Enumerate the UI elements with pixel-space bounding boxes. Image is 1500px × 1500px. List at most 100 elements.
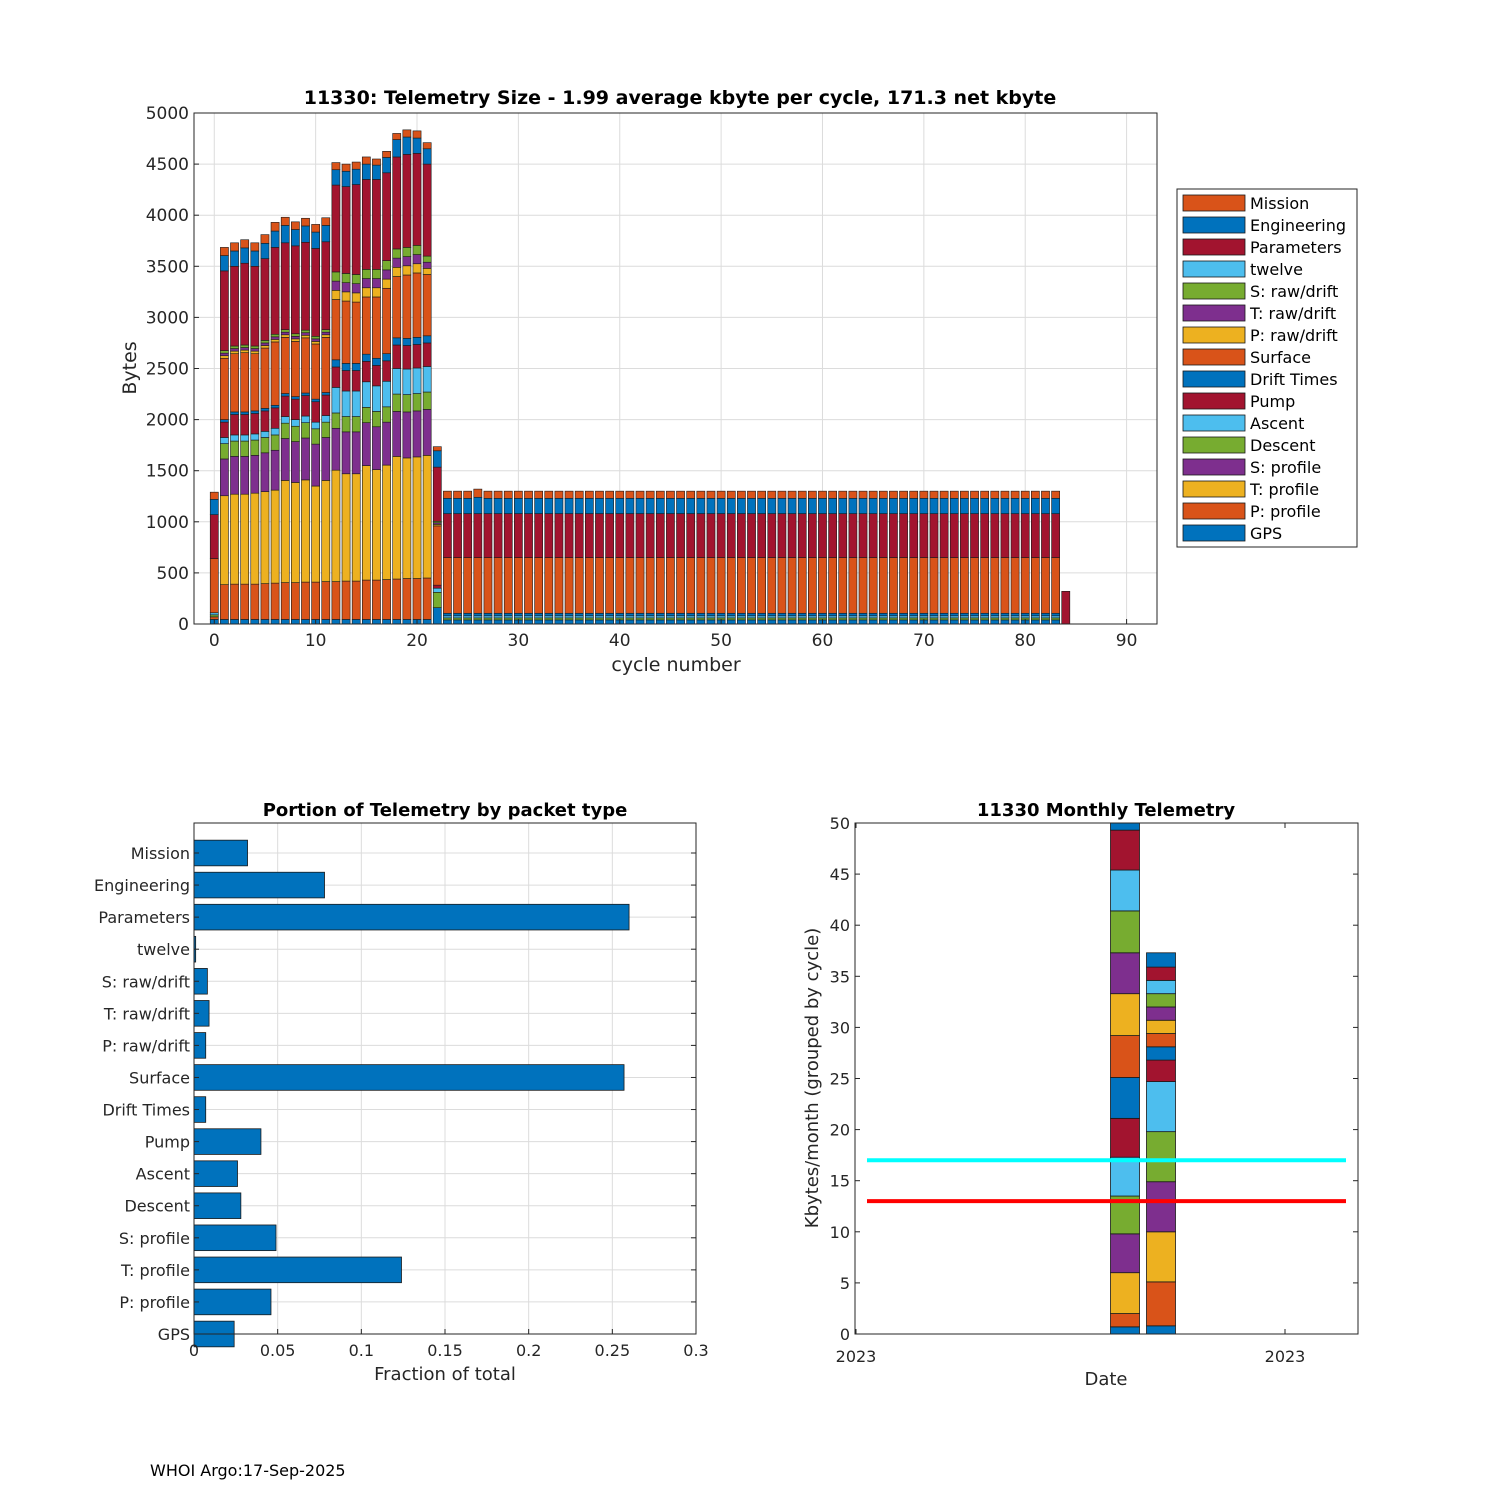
bar-segment [696,615,706,619]
bar-segment [605,490,614,499]
bar-segment [929,619,939,625]
bar-segment [240,239,250,249]
bar-segment [838,619,848,625]
bar-segment [1051,615,1060,619]
bar-segment [341,619,351,625]
telemetry-legend: Mission Engineering Parameters twelve S: raw… [1176,188,1358,548]
fraction-bar [193,839,248,867]
bar-segment [432,587,442,593]
bar-segment [970,513,979,558]
monthly-segment [1146,993,1176,1008]
bar-segment [382,260,391,271]
bar-segment [341,300,351,364]
legend-label: T: profile [1249,480,1319,499]
bar-segment [483,619,493,625]
bar-segment [949,615,959,619]
bar-segment [250,265,260,347]
bar-segment [291,245,300,335]
category-label: P: profile [119,1293,190,1312]
bar-segment [635,615,645,619]
bar-segment [1031,617,1040,621]
bar-segment [767,497,777,514]
bar-segment [787,513,797,558]
legend-swatch [1182,414,1246,432]
bar-segment [1010,490,1020,499]
bar-segment [828,615,837,619]
bar-segment [696,490,706,499]
bar-segment [655,497,665,514]
monthly-segment [1110,1233,1140,1274]
bar-segment [361,619,371,625]
bar-segment [645,612,655,617]
bar-segment [574,615,584,619]
bar-segment [574,490,584,499]
bar-segment [676,497,685,514]
bar-segment [615,497,625,514]
bar-segment [777,557,787,614]
bar-segment [605,497,614,514]
bar-segment [280,619,290,625]
bar-segment [787,619,797,625]
bar-segment [858,612,868,617]
x-tick-label: 2023 [1265,1347,1306,1366]
bar-segment [230,250,239,267]
bar-segment [960,497,969,514]
bar-segment [260,583,270,620]
bar-segment [574,617,584,621]
bar-segment [280,334,290,338]
bar-segment [382,269,391,280]
bar-segment [909,513,919,558]
bar-segment [797,617,807,621]
bar-segment [909,557,919,614]
bar-segment [220,270,229,351]
bar-segment [321,241,331,330]
bar-segment [402,368,412,395]
bar-segment [1031,615,1040,619]
bar-segment [432,450,442,468]
bar-segment [949,557,959,614]
bar-segment [230,265,239,347]
y-tick-label: 0 [840,1325,850,1344]
bar-segment [939,617,949,621]
bar-segment [635,490,645,499]
y-tick-label: 5000 [146,104,189,124]
bar-segment [534,619,544,625]
bar-segment [706,490,716,499]
bar-segment [493,497,503,514]
bar-segment [250,348,260,352]
bar-segment [625,615,635,619]
bar-segment [807,619,817,625]
bar-segment [280,480,290,583]
bar-segment [929,490,939,499]
bar-segment [1010,619,1020,625]
bar-segment [230,411,239,415]
monthly-segment [1110,869,1140,912]
legend-swatch [1182,392,1246,410]
bar-segment [534,497,544,514]
bar-segment [483,497,493,514]
bar-segment [372,164,381,180]
telemetry-size-title: 11330: Telemetry Size - 1.99 average kby… [304,87,1057,109]
bar-segment [301,619,310,625]
bar-segment [899,513,908,558]
bar-segment [747,497,756,514]
bar-segment [270,339,280,343]
bar-segment [767,513,777,558]
bar-segment [1051,612,1060,617]
bar-segment [757,513,767,558]
bar-segment [230,440,239,457]
bar-segment [250,455,260,494]
bar-segment [949,490,959,499]
legend-label: T: raw/drift [1249,304,1336,323]
bar-segment [422,148,432,165]
bar-segment [422,255,432,263]
bar-segment [220,247,229,256]
bar-segment [260,340,270,344]
bar-segment [655,490,665,499]
bar-segment [493,612,503,617]
telemetry-size-ylabel: Bytes [119,341,141,394]
bar-segment [878,617,888,621]
bar-segment [483,615,493,619]
bar-segment [280,337,290,394]
bar-segment [280,438,290,481]
